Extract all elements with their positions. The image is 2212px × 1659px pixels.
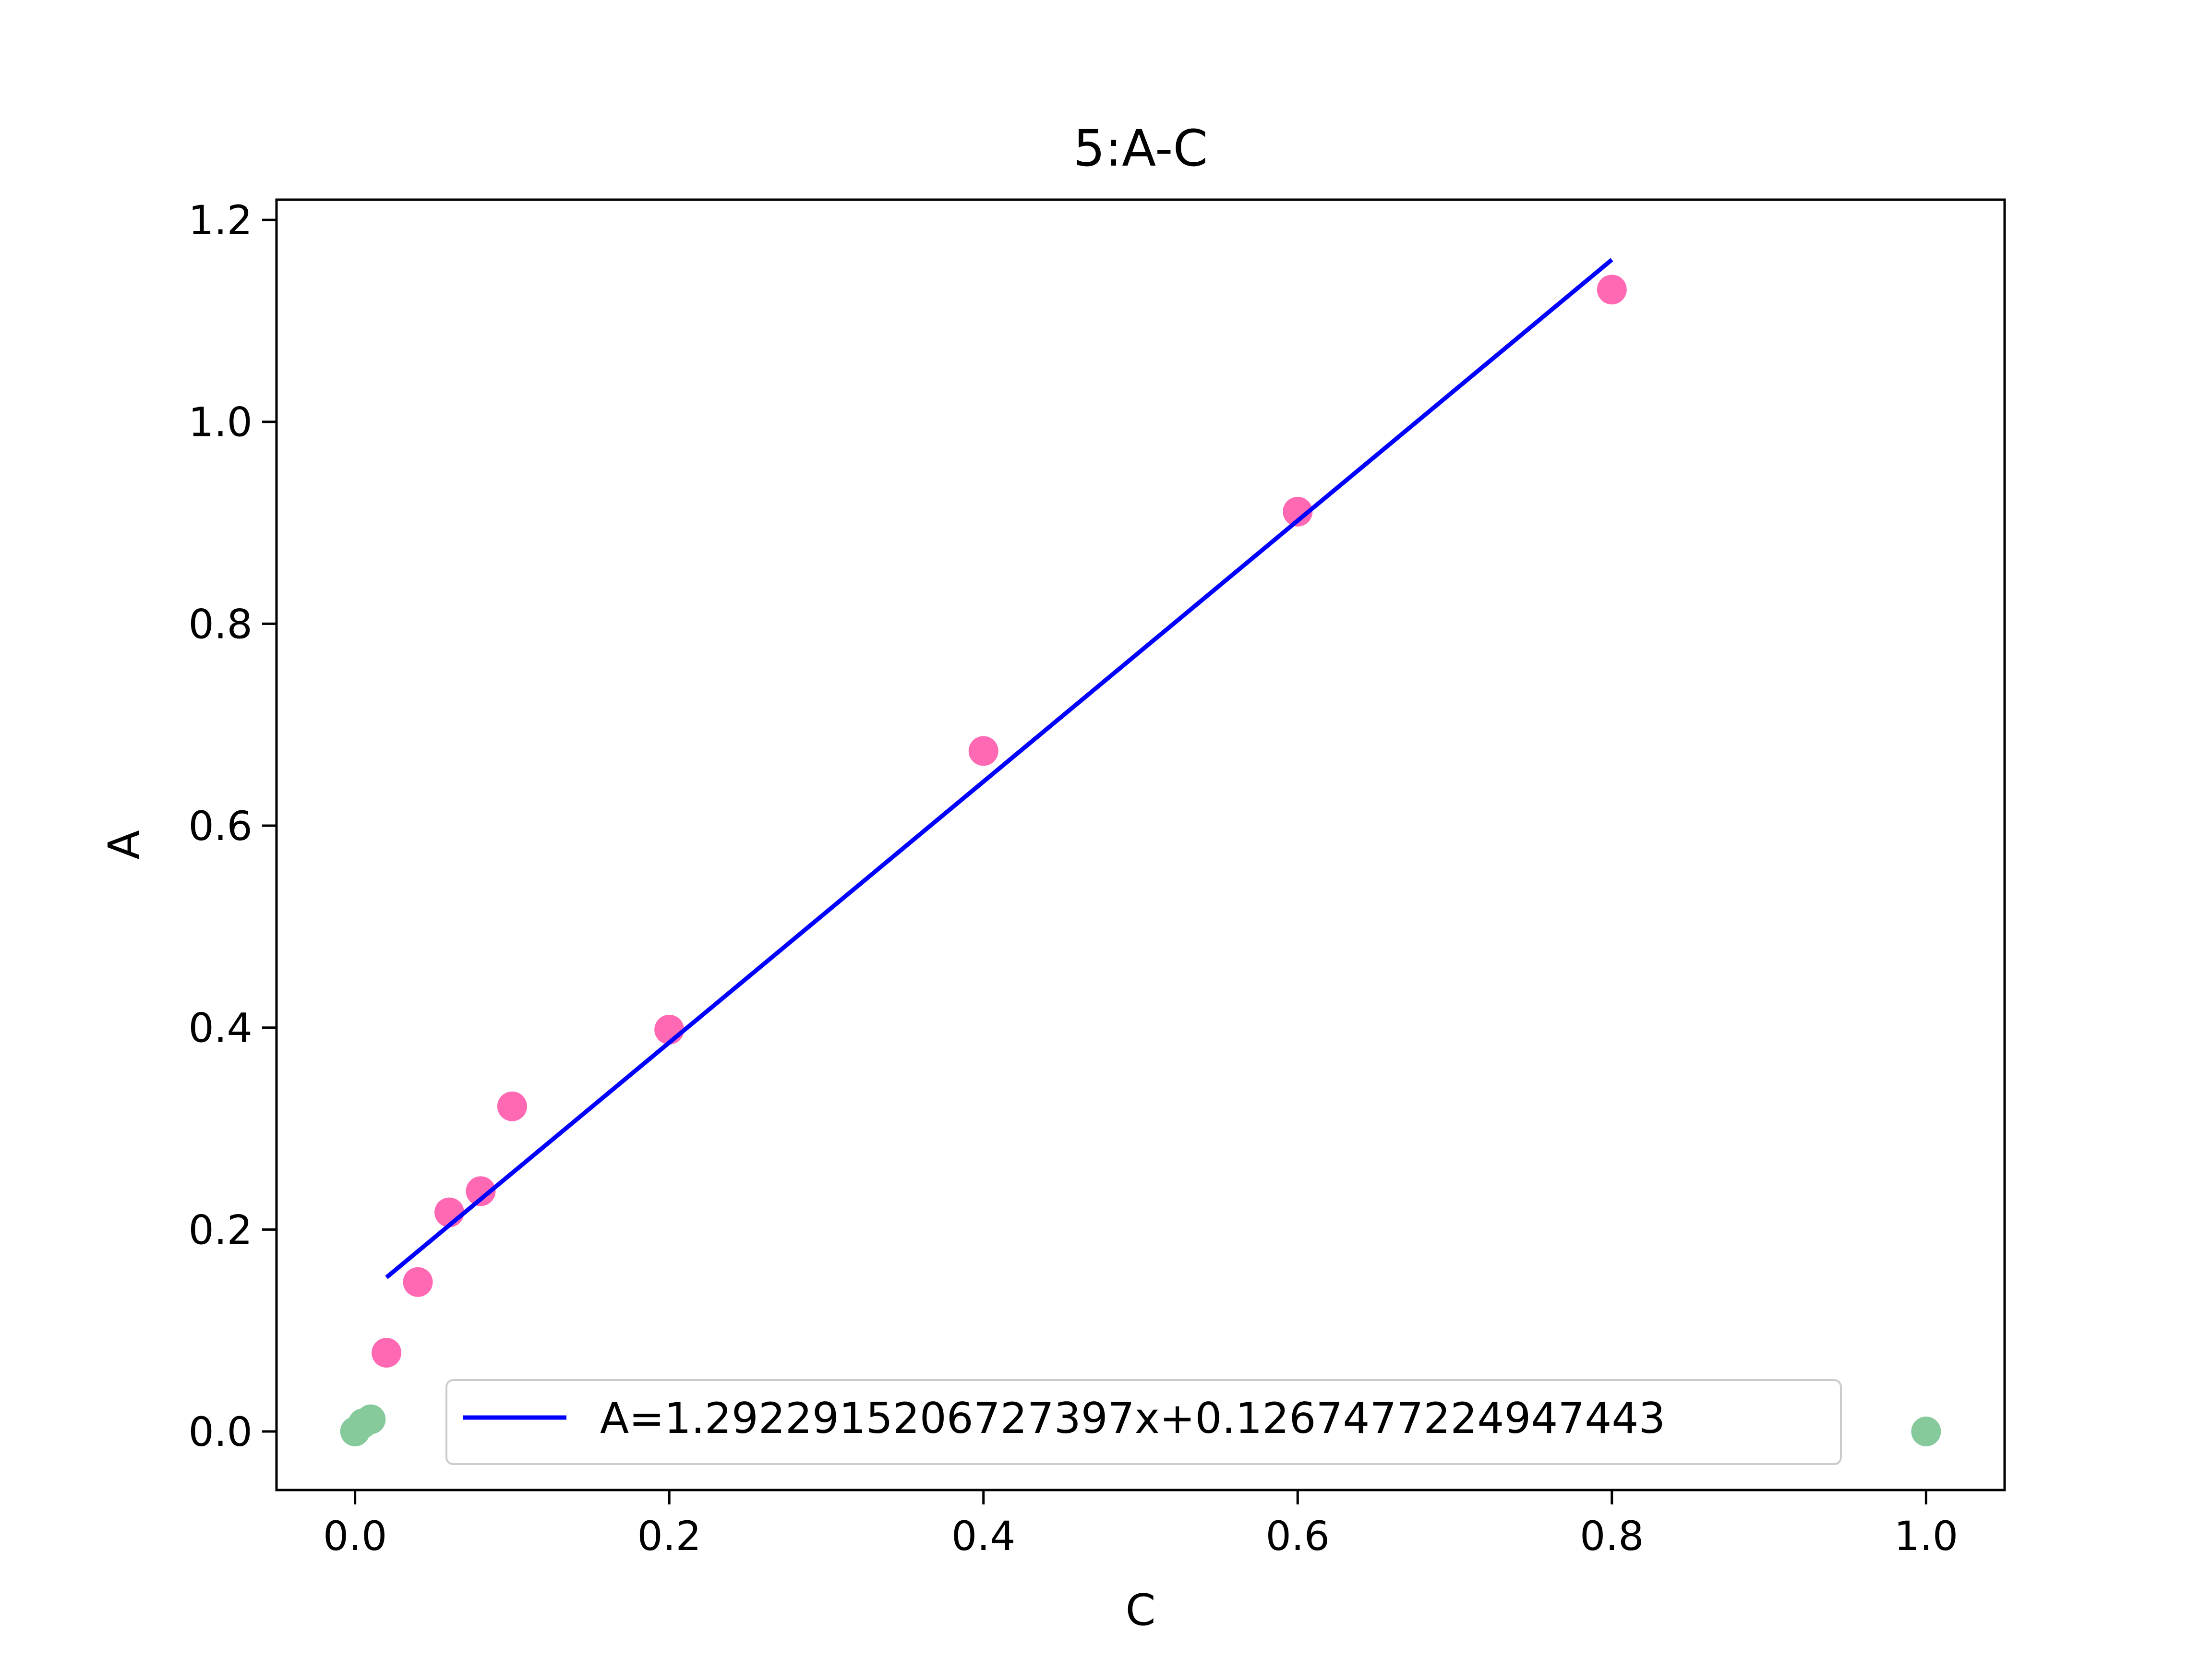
scatter-point-0-4	[497, 1091, 527, 1121]
y-tick-label: 0.0	[188, 1408, 252, 1455]
x-tick-label: 0.8	[1580, 1513, 1644, 1560]
chart-title: 5:A-C	[1073, 119, 1208, 178]
x-tick-label: 1.0	[1894, 1513, 1959, 1560]
x-tick-label: 0.2	[637, 1513, 701, 1560]
scatter-point-0-3	[466, 1176, 496, 1206]
y-tick-label: 1.2	[188, 197, 252, 244]
x-axis-label: C	[1126, 1585, 1156, 1635]
x-tick-label: 0.0	[323, 1513, 387, 1560]
fit-line	[385, 258, 1613, 1279]
y-tick-label: 0.8	[188, 601, 252, 648]
y-axis: 0.0 0.2 0.4 0.6 0.8 1.0 1.2	[188, 197, 276, 1455]
scatter-point-0-1	[403, 1267, 433, 1297]
scatter-point-1-2	[356, 1404, 386, 1434]
x-axis: 0.0 0.2 0.4 0.6 0.8 1.0	[323, 1490, 1958, 1560]
legend-box	[445, 1379, 1842, 1465]
legend-entry-label: A=1.2922915206727397x+0.1267477224947443	[600, 1394, 1665, 1443]
y-tick-label: 0.4	[188, 1005, 252, 1052]
x-tick-label: 0.6	[1265, 1513, 1330, 1560]
scatter-point-0-7	[1283, 496, 1313, 527]
y-axis-label: A	[99, 830, 150, 860]
plot-frame	[275, 198, 2006, 1491]
y-tick-label: 0.2	[188, 1206, 252, 1253]
y-tick-label: 0.6	[188, 803, 252, 850]
scatter-point-1-3	[1911, 1417, 1941, 1447]
scatter-point-0-8	[1597, 275, 1627, 305]
y-tick-label: 1.0	[188, 399, 252, 446]
plot-area	[340, 258, 1941, 1447]
legend: A=1.2922915206727397x+0.1267477224947443	[445, 1379, 1842, 1465]
x-tick-label: 0.4	[951, 1513, 1016, 1560]
scatter-point-0-0	[372, 1337, 402, 1368]
scatter-point-0-6	[968, 736, 998, 766]
